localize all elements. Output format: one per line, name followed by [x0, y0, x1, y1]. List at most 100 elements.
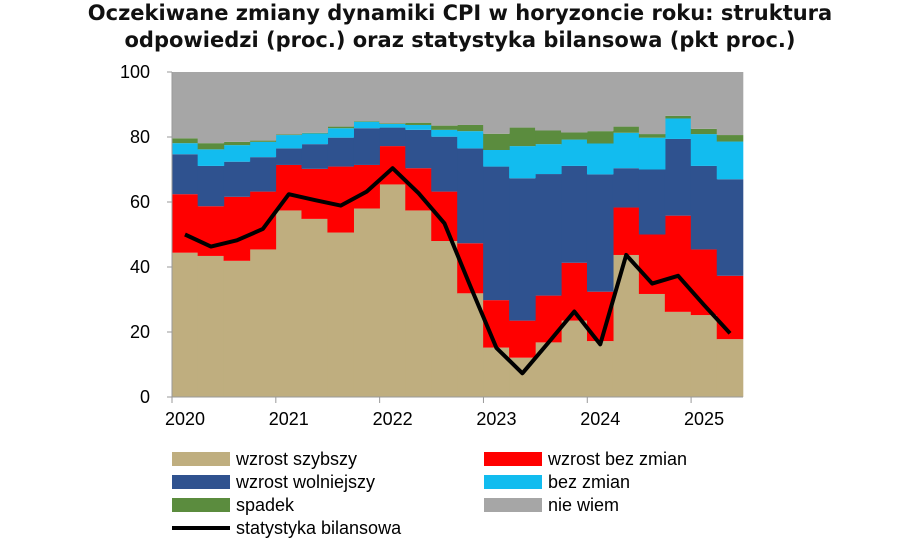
area-segment-wzrost-szybszy — [690, 315, 718, 397]
legend-label-spadek: spadek — [236, 495, 295, 515]
area-segment-spadek — [638, 134, 666, 138]
area-segment-spadek — [197, 143, 225, 150]
area-segment-wzrost-szybszy — [171, 252, 199, 397]
area-segment-spadek — [405, 122, 432, 125]
area-segment-nie-wiem — [379, 72, 406, 124]
area-segment-bez-zmian — [171, 143, 199, 155]
area-segment-bez-zmian — [535, 144, 562, 175]
area-segment-wzrost-bez-zmian — [509, 320, 536, 358]
area-segment-wzrost-szybszy — [249, 249, 277, 397]
x-tick-label: 2021 — [269, 409, 309, 429]
area-segment-wzrost-szybszy — [197, 255, 225, 397]
area-segment-wzrost-wolniejszy — [197, 165, 225, 207]
x-tick-label: 2025 — [684, 409, 724, 429]
area-segment-spadek — [171, 138, 199, 144]
legend-swatch-wzrost-szybszy — [172, 452, 230, 466]
area-segment-nie-wiem — [483, 72, 510, 134]
legend-swatch-wzrost-bez-zmian — [484, 452, 542, 466]
area-segment-wzrost-szybszy — [586, 341, 614, 397]
area-segment-wzrost-szybszy — [301, 218, 329, 397]
y-tick-label: 20 — [130, 322, 150, 342]
legend: wzrost szybszy wzrost wolniejszy spadek sta… — [172, 449, 687, 538]
area-segment-wzrost-szybszy — [379, 184, 406, 397]
area-segment-nie-wiem — [561, 72, 588, 133]
area-segment-bez-zmian — [405, 124, 432, 130]
area-segment-nie-wiem — [275, 72, 303, 135]
chart-title-line-1: Oczekiwane zmiany dynamiki CPI w horyzon… — [87, 1, 833, 25]
area-segment-wzrost-wolniejszy — [509, 178, 536, 321]
area-segment-wzrost-szybszy — [716, 339, 744, 397]
area-segment-wzrost-wolniejszy — [483, 166, 510, 301]
area-segment-bez-zmian — [197, 149, 225, 166]
area-segment-nie-wiem — [223, 72, 251, 142]
area-segment-wzrost-bez-zmian — [353, 164, 380, 209]
area-segment-spadek — [301, 132, 329, 134]
area-segment-bez-zmian — [327, 128, 354, 138]
y-tick-label: 0 — [140, 387, 150, 407]
area-segment-spadek — [457, 124, 484, 132]
legend-label-statystyka-bilansowa: statystyka bilansowa — [236, 518, 402, 538]
area-segment-spadek — [223, 141, 251, 146]
area-segment-wzrost-bez-zmian — [301, 168, 329, 219]
area-segment-nie-wiem — [586, 72, 614, 132]
area-segment-wzrost-wolniejszy — [431, 136, 458, 192]
area-segment-spadek — [379, 123, 406, 124]
area-segment-wzrost-wolniejszy — [327, 137, 354, 167]
area-segment-wzrost-wolniejszy — [612, 168, 640, 208]
y-tick-label: 80 — [130, 127, 150, 147]
area-segment-bez-zmian — [612, 132, 640, 169]
area-segment-bez-zmian — [249, 141, 277, 158]
area-segment-nie-wiem — [327, 72, 354, 127]
area-segment-nie-wiem — [535, 72, 562, 131]
legend-swatch-bez-zmian — [484, 475, 542, 489]
area-segment-wzrost-bez-zmian — [171, 194, 199, 253]
area-segment-nie-wiem — [197, 72, 225, 144]
area-segment-bez-zmian — [690, 134, 718, 166]
x-tick-label: 2023 — [476, 409, 516, 429]
area-segment-wzrost-bez-zmian — [664, 215, 692, 312]
area-segment-wzrost-wolniejszy — [586, 174, 614, 292]
legend-label-bez-zmian: bez zmian — [548, 472, 630, 492]
area-segment-wzrost-bez-zmian — [612, 207, 640, 255]
area-segment-bez-zmian — [586, 143, 614, 175]
area-segment-wzrost-bez-zmian — [716, 275, 744, 340]
area-segment-wzrost-szybszy — [405, 210, 432, 397]
legend-label-nie-wiem: nie wiem — [548, 495, 619, 515]
area-segment-spadek — [612, 126, 640, 133]
y-tick-label: 100 — [120, 62, 150, 82]
area-segment-spadek — [327, 126, 354, 129]
area-segment-wzrost-wolniejszy — [223, 161, 251, 197]
legend-swatch-spadek — [172, 498, 230, 512]
area-segment-wzrost-wolniejszy — [249, 157, 277, 192]
legend-label-wzrost-szybszy: wzrost szybszy — [235, 449, 357, 469]
area-segment-wzrost-wolniejszy — [638, 169, 666, 235]
area-segment-nie-wiem — [690, 72, 718, 129]
area-segment-wzrost-wolniejszy — [405, 129, 432, 169]
area-segment-spadek — [561, 132, 588, 140]
balance-line-layer — [184, 166, 732, 376]
area-segment-nie-wiem — [249, 72, 277, 141]
area-segment-wzrost-wolniejszy — [353, 128, 380, 165]
area-segment-nie-wiem — [171, 72, 199, 139]
area-segment-wzrost-szybszy — [638, 293, 666, 397]
area-segment-wzrost-wolniejszy — [171, 154, 199, 195]
x-tick-label: 2020 — [165, 409, 205, 429]
area-segment-wzrost-szybszy — [561, 320, 588, 397]
axes: 0 20 40 60 80 100 2020 2021 2022 2023 2024 2025 — [120, 62, 743, 429]
chart-title: Oczekiwane zmiany dynamiki CPI w horyzon… — [0, 0, 920, 54]
area-segment-wzrost-szybszy — [431, 241, 458, 397]
area-segment-spadek — [509, 127, 536, 147]
area-segment-wzrost-szybszy — [353, 208, 380, 397]
area-segment-bez-zmian — [353, 121, 380, 129]
area-segment-wzrost-wolniejszy — [690, 165, 718, 250]
area-segment-bez-zmian — [301, 133, 329, 145]
area-segment-bez-zmian — [275, 135, 303, 149]
area-segment-nie-wiem — [638, 72, 666, 135]
area-segment-spadek — [275, 134, 303, 136]
area-segment-spadek — [353, 121, 380, 122]
area-segment-spadek — [664, 115, 692, 119]
balance-statistic-line — [184, 166, 732, 376]
x-tick-label: 2022 — [373, 409, 413, 429]
area-segment-bez-zmian — [638, 137, 666, 170]
